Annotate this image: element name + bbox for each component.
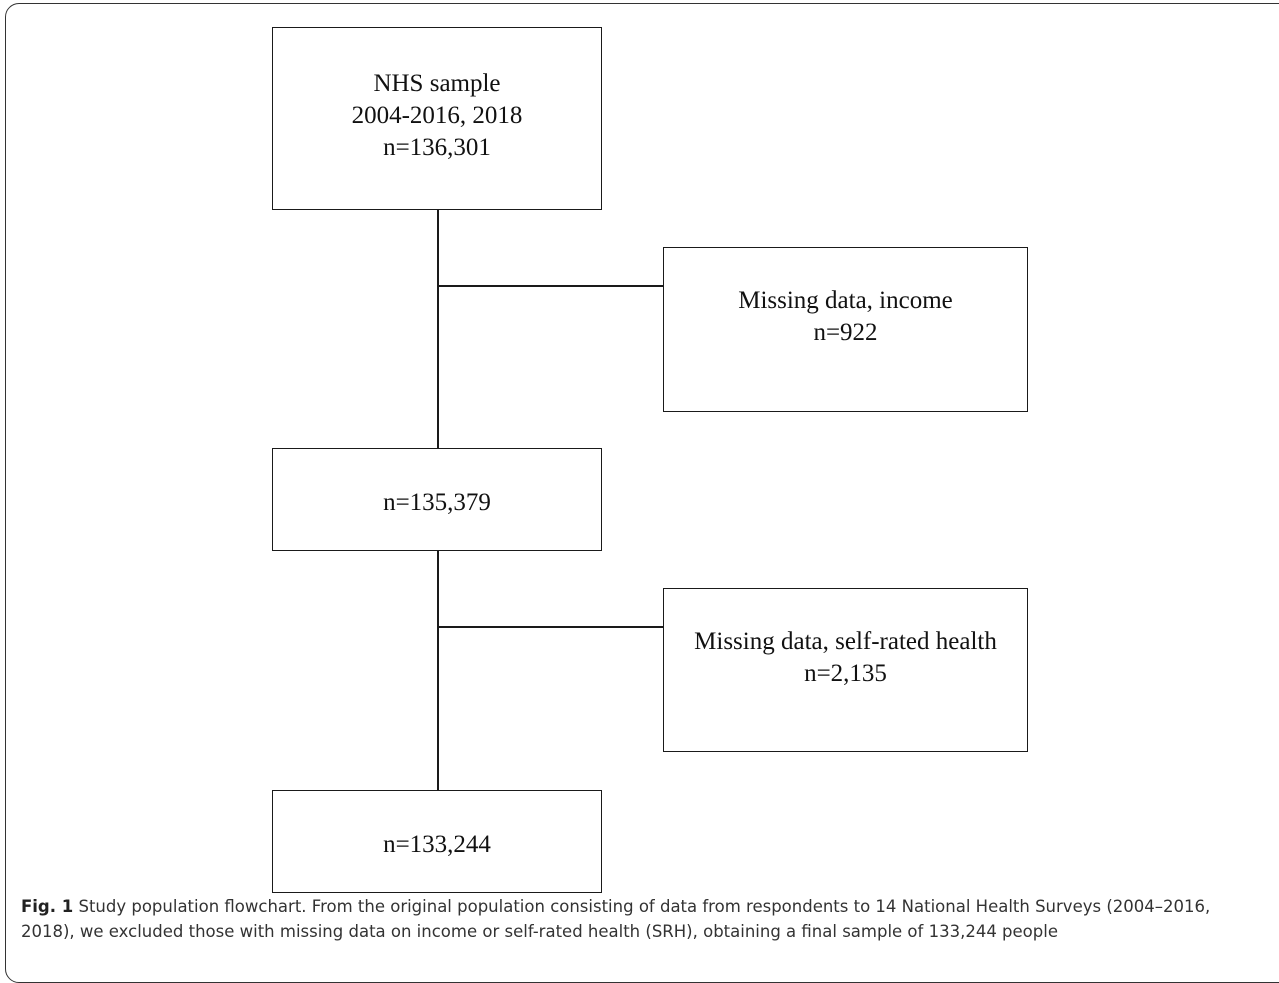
box-missing-srh: Missing data, self-rated health n=2,135: [663, 588, 1028, 752]
box-nhs-sample: NHS sample 2004-2016, 2018 n=136,301: [272, 27, 602, 210]
box-nhs-sample-line-2: 2004-2016, 2018: [351, 102, 523, 129]
caption-line-1: Fig. 1 Study population flowchart. From …: [21, 894, 1271, 919]
box-nhs-sample-line-3: n=136,301: [383, 134, 491, 161]
box-missing-income-line-2: n=922: [813, 319, 878, 346]
box-final-sample-line-1: n=133,244: [383, 831, 491, 858]
box-missing-income-line-1: Missing data, income: [738, 287, 953, 314]
box-n-135379: n=135,379: [272, 448, 602, 551]
box-missing-srh-line-1: Missing data, self-rated health: [694, 628, 997, 655]
caption-text-2: 2018), we excluded those with missing da…: [21, 922, 1058, 941]
box-missing-income: Missing data, income n=922: [663, 247, 1028, 412]
figure-frame: [5, 3, 1279, 983]
connector-main-2: [437, 549, 439, 791]
connector-branch-1: [437, 285, 664, 287]
box-final-sample: n=133,244: [272, 790, 602, 893]
caption-text-1: Study population flowchart. From the ori…: [73, 897, 1211, 916]
connector-main-1: [437, 208, 439, 449]
caption-label: Fig. 1: [21, 897, 74, 916]
connector-branch-2: [437, 626, 664, 628]
box-missing-srh-line-2: n=2,135: [804, 660, 887, 687]
box-nhs-sample-line-1: NHS sample: [373, 70, 501, 97]
box-n-135379-line-1: n=135,379: [383, 489, 491, 516]
figure-caption: Fig. 1 Study population flowchart. From …: [21, 894, 1271, 944]
